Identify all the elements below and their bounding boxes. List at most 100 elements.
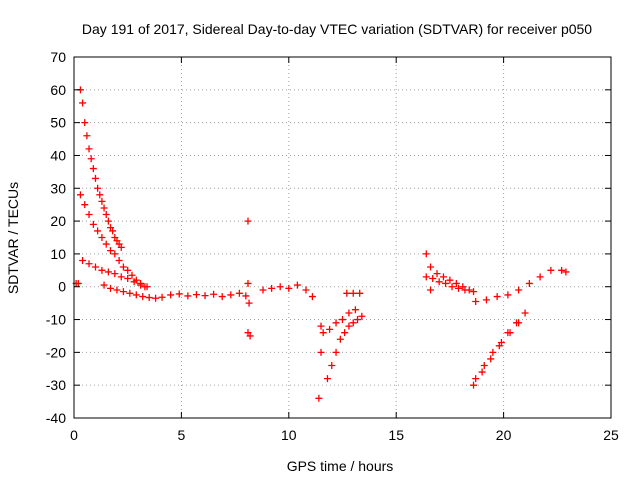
data-point [201,292,209,300]
data-point [89,220,97,228]
data-point [558,266,566,274]
data-point [85,211,93,219]
series-arc-11-13 [315,312,366,402]
data-point [117,273,125,281]
y-tick-label: 50 [50,115,66,131]
data-point [124,266,132,274]
data-point [124,275,132,283]
data-point [493,293,501,301]
data-point [94,227,102,235]
data-point [119,263,127,271]
series-arc-steep [76,86,125,251]
data-point [317,348,325,356]
data-point [85,145,93,153]
data-point [525,279,533,287]
data-point [343,289,351,297]
data-point [326,325,334,333]
data-point [137,281,145,289]
data-point [472,375,480,383]
series-band-1 [100,281,166,302]
x-tick-label: 10 [281,427,297,443]
y-axis-title: SDTVAR / TECUs [5,182,21,294]
data-point [345,309,353,317]
data-point [454,284,462,292]
data-point [470,381,478,389]
data-point [332,348,340,356]
data-point [448,283,456,291]
data-point [435,278,443,286]
data-point [461,286,469,294]
data-point [536,273,544,281]
data-point [336,335,344,343]
data-point [98,266,106,274]
data-point [439,273,447,281]
data-point [107,284,115,292]
data-point [192,291,200,299]
data-point [268,284,276,292]
data-point [293,281,301,289]
data-point [504,291,512,299]
x-axis-title: GPS time / hours [287,458,394,474]
axis-ticks: 0 5 10 15 20 25 -40 -30 -20 -10 0 10 20 30 40 50 60 70 [46,49,619,443]
data-point [328,361,336,369]
data-point [285,284,293,292]
grid [74,57,611,418]
data-point [242,292,250,300]
data-point [152,294,160,302]
data-point [315,394,323,402]
data-point [308,293,316,301]
data-point [358,312,366,320]
series-band-2 [167,289,250,301]
x-tick-label: 5 [178,427,186,443]
data-point [482,296,490,304]
data-point [104,217,112,225]
data-point [175,290,183,298]
data-point [323,375,331,383]
data-point [235,289,243,297]
data-point [227,291,235,299]
data-point [210,290,218,298]
series-arc-11-13b [319,306,359,337]
series-arc-low [79,256,151,291]
data-point [452,279,460,287]
data-point [470,288,478,296]
data-point [184,292,192,300]
data-point [422,250,430,258]
data-point [547,266,555,274]
x-tick-label: 0 [70,427,78,443]
data-point [317,322,325,330]
data-point [562,268,570,276]
data-point [145,294,153,302]
data-point [102,240,110,248]
data-point [302,286,310,294]
data-point [245,299,253,307]
data-point [113,286,121,294]
data-point [433,270,441,278]
data-point [356,289,364,297]
data-point [91,263,99,271]
y-tick-label: 0 [58,279,66,295]
data-point [81,119,89,127]
x-tick-label: 20 [496,427,512,443]
series-recovery [427,266,570,305]
data-point [427,286,435,294]
series-rise-b [472,319,523,383]
data-point [259,286,267,294]
data-point [111,250,119,258]
data-point [104,268,112,276]
series-arc-mid [76,191,149,291]
data-point [115,256,123,264]
data-point [487,355,495,363]
data-point [442,279,450,287]
series-cluster-10h [259,281,316,301]
data-point [143,283,151,291]
data-point [98,197,106,205]
data-point [83,132,91,140]
data-point [100,204,108,212]
data-point [339,316,346,324]
x-tick-label: 15 [388,427,404,443]
data-point [76,191,84,199]
y-tick-label: 70 [50,49,66,65]
data-point [128,271,136,279]
data-point [81,201,89,209]
